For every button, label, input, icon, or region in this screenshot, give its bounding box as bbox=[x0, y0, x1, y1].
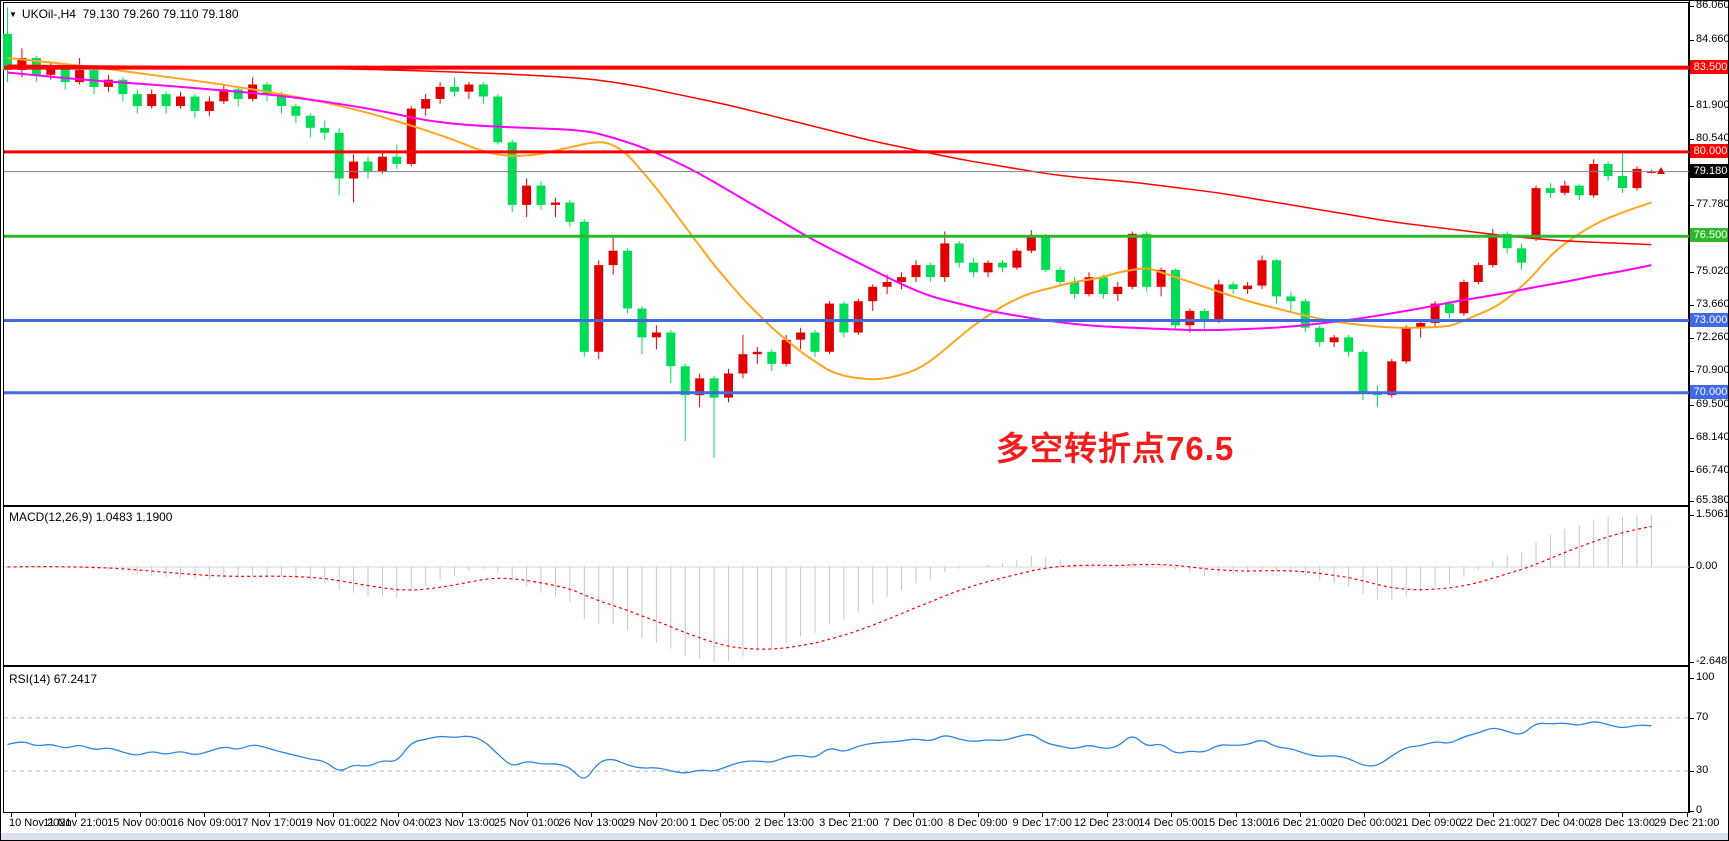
rsi-header: RSI(14) 67.2417 bbox=[9, 672, 97, 686]
annotation-text: 多空转折点76.5 bbox=[996, 430, 1235, 467]
time-tick-label: 17 Nov 17:00 bbox=[236, 817, 302, 829]
time-tick-mark bbox=[591, 813, 593, 817]
time-tick-label: 14 Dec 05:00 bbox=[1138, 817, 1204, 829]
time-tick-mark bbox=[1686, 813, 1688, 817]
price-tick-label: 73.660 bbox=[1690, 298, 1728, 310]
time-tick-mark bbox=[1364, 813, 1366, 817]
time-tick-mark bbox=[204, 813, 206, 817]
price-tick-label: 80.540 bbox=[1690, 132, 1728, 144]
time-tick-mark bbox=[397, 813, 399, 817]
price-tick-label: 72.260 bbox=[1690, 331, 1728, 343]
time-tick-label: 10 Nov 2021 bbox=[9, 817, 72, 829]
price-level-badge: 83.500 bbox=[1690, 59, 1728, 74]
main-chart-panel[interactable] bbox=[3, 2, 1689, 506]
time-tick-mark bbox=[784, 813, 786, 817]
symbol-title: UKOil-,H4 bbox=[21, 7, 76, 21]
time-tick-mark bbox=[268, 813, 270, 817]
time-tick-mark bbox=[11, 813, 12, 817]
price-tick-label: 100 bbox=[1690, 671, 1714, 683]
price-level-badge: 79.180 bbox=[1690, 163, 1728, 178]
time-tick-label: 29 Nov 20:00 bbox=[622, 817, 689, 829]
price-tick-label: 1.5061 bbox=[1690, 508, 1728, 520]
price-tick-label: 70 bbox=[1690, 711, 1708, 723]
time-tick-mark bbox=[655, 813, 657, 817]
rsi-value: 67.2417 bbox=[53, 672, 98, 686]
price-tick-label: 75.020 bbox=[1690, 265, 1728, 277]
time-tick-label: 19 Nov 01:00 bbox=[300, 817, 366, 829]
price-level-badge: 76.500 bbox=[1690, 228, 1728, 243]
time-tick-label: 11 Nov 21:00 bbox=[43, 817, 108, 829]
time-tick-mark bbox=[526, 813, 528, 817]
macd-values: 1.0483 1.1900 bbox=[95, 510, 173, 524]
time-axis[interactable]: 10 Nov 2021 11 Nov 21:00 15 Nov 00:00 16 No… bbox=[1, 813, 1728, 833]
price-tick-label: 30 bbox=[1690, 764, 1708, 776]
price-tick-label: 70.900 bbox=[1690, 364, 1728, 376]
time-tick-mark bbox=[1235, 813, 1237, 817]
rsi-panel[interactable] bbox=[3, 666, 1689, 813]
time-tick-mark bbox=[1622, 813, 1624, 817]
price-tick-label: 0.00 bbox=[1690, 560, 1717, 572]
window-bottom-edge bbox=[1, 833, 1728, 840]
price-tick-label: 0 bbox=[1690, 804, 1702, 816]
price-tick-label: 86.060 bbox=[1690, 1, 1728, 11]
time-tick-label: 16 Dec 21:00 bbox=[1267, 817, 1333, 829]
time-tick-label: 8 Dec 09:00 bbox=[948, 817, 1008, 829]
price-level-badge: 73.000 bbox=[1690, 312, 1728, 327]
time-tick-mark bbox=[333, 813, 335, 817]
price-level-badge: 80.000 bbox=[1690, 143, 1728, 158]
macd-header: MACD(12,26,9) 1.0483 1.1900 bbox=[9, 510, 172, 524]
price-tick-label: 81.900 bbox=[1690, 99, 1728, 111]
time-tick-label: 27 Dec 04:00 bbox=[1525, 817, 1591, 829]
price-tick-label: 69.500 bbox=[1690, 398, 1728, 410]
time-tick-label: 3 Dec 21:00 bbox=[819, 817, 879, 829]
time-tick-label: 22 Dec 21:00 bbox=[1460, 817, 1527, 829]
time-tick-label: 23 Nov 13:00 bbox=[429, 817, 495, 829]
price-level-badge: 70.000 bbox=[1690, 384, 1728, 399]
time-tick-mark bbox=[462, 813, 464, 817]
time-tick-mark bbox=[1106, 813, 1108, 817]
last-price-arrow-icon bbox=[1657, 167, 1665, 174]
time-tick-label: 7 Dec 01:00 bbox=[883, 817, 943, 829]
time-tick-label: 20 Dec 00:00 bbox=[1331, 817, 1398, 829]
price-tick-label: 65.380 bbox=[1690, 494, 1728, 506]
time-tick-label: 25 Nov 01:00 bbox=[493, 817, 560, 829]
macd-panel[interactable] bbox=[3, 506, 1689, 666]
price-tick-label: 66.740 bbox=[1690, 464, 1728, 476]
time-tick-label: 12 Dec 23:00 bbox=[1073, 817, 1140, 829]
time-tick-mark bbox=[913, 813, 915, 817]
time-tick-mark bbox=[719, 813, 721, 817]
ohlc-readout: 79.130 79.260 79.110 79.180 bbox=[82, 7, 239, 21]
time-tick-mark bbox=[1042, 813, 1044, 817]
time-tick-mark bbox=[848, 813, 850, 817]
time-tick-mark bbox=[75, 813, 77, 817]
price-axis[interactable]: 86.060 84.660 81.900 80.540 77.780 75.020 73.6… bbox=[1689, 1, 1728, 833]
time-tick-label: 22 Nov 04:00 bbox=[364, 817, 431, 829]
symbol-header: ▼ UKOil-,H4 79.130 79.260 79.110 79.180 bbox=[9, 7, 239, 21]
time-tick-label: 9 Dec 17:00 bbox=[1012, 817, 1072, 829]
time-tick-mark bbox=[1171, 813, 1173, 817]
rsi-label: RSI(14) bbox=[9, 672, 51, 686]
price-tick-label: 68.140 bbox=[1690, 431, 1728, 443]
macd-label: MACD(12,26,9) bbox=[9, 510, 93, 524]
time-tick-label: 15 Nov 00:00 bbox=[107, 817, 173, 829]
price-tick-label: 77.780 bbox=[1690, 198, 1728, 210]
time-tick-label: 15 Dec 13:00 bbox=[1202, 817, 1269, 829]
time-tick-label: 26 Nov 13:00 bbox=[558, 817, 624, 829]
price-tick-label: 84.660 bbox=[1690, 33, 1728, 45]
time-tick-mark bbox=[1493, 813, 1495, 817]
time-tick-mark bbox=[1557, 813, 1559, 817]
time-tick-label: 16 Nov 09:00 bbox=[171, 817, 238, 829]
symbol-dropdown-icon[interactable]: ▼ bbox=[9, 10, 17, 19]
time-tick-mark bbox=[1300, 813, 1301, 817]
time-tick-label: 29 Dec 21:00 bbox=[1653, 817, 1720, 829]
time-tick-label: 2 Dec 13:00 bbox=[754, 817, 815, 829]
time-tick-label: 21 Dec 09:00 bbox=[1396, 817, 1462, 829]
time-tick-mark bbox=[1428, 813, 1430, 817]
time-tick-mark bbox=[977, 813, 979, 817]
price-tick-label: -2.6487 bbox=[1690, 655, 1728, 667]
time-tick-label: 28 Dec 13:00 bbox=[1589, 817, 1655, 829]
time-tick-mark bbox=[139, 813, 141, 817]
time-tick-label: 1 Dec 05:00 bbox=[690, 817, 750, 829]
